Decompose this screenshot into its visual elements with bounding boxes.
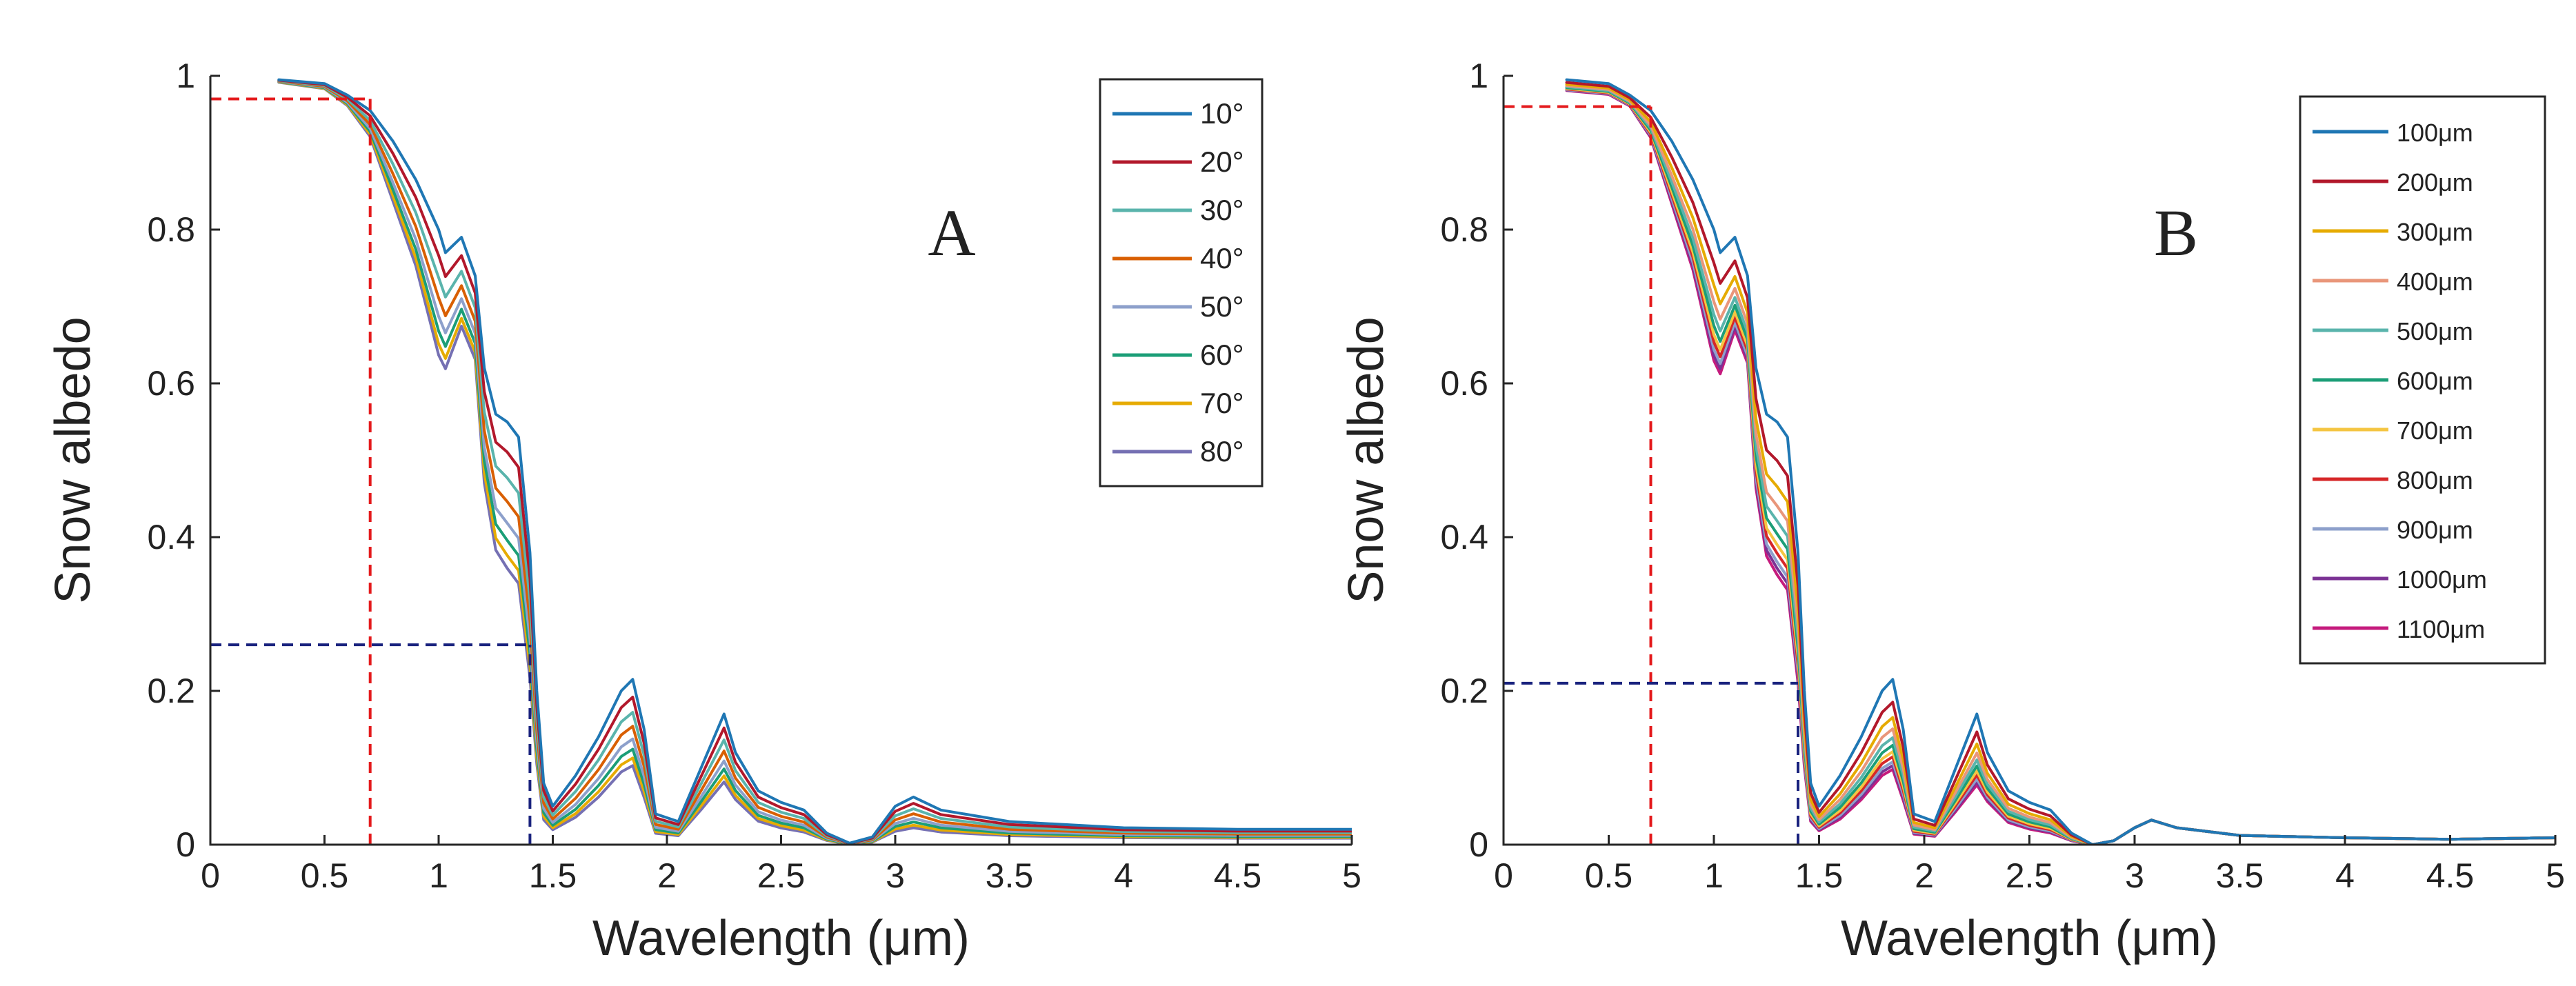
- y-tick-label: 0.8: [147, 210, 195, 249]
- x-tick-label: 0.5: [301, 856, 349, 895]
- y-tick-label: 0: [1469, 825, 1488, 864]
- legend-label: 500μm: [2397, 317, 2473, 345]
- y-tick-label: 0.4: [1440, 518, 1488, 556]
- panel-a-chart: 0 0.5 1 1.5 2 2.5 3 3.5 4 4.5 5 0 0.2 0.4 0.6 0.8 1 Wavel…: [46, 57, 1361, 966]
- legend-box: [1099, 78, 1264, 487]
- legend-label: 10°: [1200, 97, 1244, 130]
- panel-label: A: [928, 196, 975, 270]
- x-tick-label: 4.5: [2426, 856, 2475, 895]
- x-tick-label: 5: [2546, 856, 2565, 895]
- x-tick-label: 2: [657, 856, 677, 895]
- legend-label: 70°: [1200, 387, 1244, 419]
- x-axis-title: Wavelength (μm): [1841, 911, 2218, 966]
- panel-b-chart: 0 0.5 1 1.5 2 2.5 3 3.5 4 4.5 5 0 0.2 0.4 0.6 0.8 1 Wavel…: [1339, 57, 2565, 966]
- legend-label: 40°: [1200, 242, 1244, 274]
- y-tick-label: 0.6: [1440, 364, 1488, 403]
- x-tick-label: 1: [429, 856, 448, 895]
- y-axis-title: Snow albedo: [46, 316, 101, 603]
- x-tick-label: 4: [1114, 856, 1133, 895]
- x-tick-label: 3: [2125, 856, 2144, 895]
- x-tick-label: 4: [2335, 856, 2355, 895]
- x-tick-label: 4.5: [1214, 856, 1262, 895]
- legend-label: 1000μm: [2397, 565, 2487, 594]
- legend-label: 700μm: [2397, 416, 2473, 445]
- legend-label: 50°: [1200, 290, 1244, 323]
- y-tick-label: 0: [176, 825, 195, 864]
- x-tick-label: 0: [201, 856, 220, 895]
- panel-label: B: [2154, 196, 2198, 270]
- legend-label: 600μm: [2397, 367, 2473, 395]
- y-tick-label: 0.2: [147, 672, 195, 710]
- legend-label: 400μm: [2397, 268, 2473, 296]
- x-tick-label: 2.5: [2006, 856, 2054, 895]
- legend-label: 30°: [1200, 194, 1244, 226]
- x-tick-label: 1: [1704, 856, 1724, 895]
- legend-label: 800μm: [2397, 466, 2473, 494]
- x-tick-label: 1.5: [529, 856, 577, 895]
- legend-label: 300μm: [2397, 218, 2473, 246]
- series-line-10°: [277, 78, 1352, 845]
- y-tick-label: 0.2: [1440, 672, 1488, 710]
- legend-label: 200μm: [2397, 168, 2473, 197]
- x-tick-label: 5: [1342, 856, 1361, 895]
- y-axis-title: Snow albedo: [1339, 316, 1394, 603]
- x-tick-label: 3.5: [2216, 856, 2264, 895]
- y-tick-label: 1: [176, 57, 195, 95]
- x-tick-label: 0: [1494, 856, 1513, 895]
- x-tick-label: 1.5: [1795, 856, 1844, 895]
- y-tick-label: 0.4: [147, 518, 195, 556]
- x-tick-label: 2.5: [757, 856, 806, 895]
- x-tick-label: 0.5: [1585, 856, 1633, 895]
- y-tick-label: 0.6: [147, 364, 195, 403]
- x-tick-label: 3.5: [986, 856, 1034, 895]
- y-tick-label: 1: [1469, 57, 1488, 95]
- legend-label: 20°: [1200, 145, 1244, 178]
- y-tick-label: 0.8: [1440, 210, 1488, 249]
- series-line-100μm: [1565, 78, 2555, 845]
- x-tick-label: 2: [1915, 856, 1934, 895]
- x-axis-title: Wavelength (μm): [592, 911, 970, 966]
- x-tick-label: 3: [886, 856, 905, 895]
- legend-label: 80°: [1200, 435, 1244, 467]
- series-line-20°: [277, 79, 1352, 845]
- legend-label: 1100μm: [2397, 615, 2485, 643]
- legend-label: 60°: [1200, 339, 1244, 371]
- legend-label: 900μm: [2397, 516, 2473, 544]
- legend-label: 100μm: [2397, 119, 2473, 147]
